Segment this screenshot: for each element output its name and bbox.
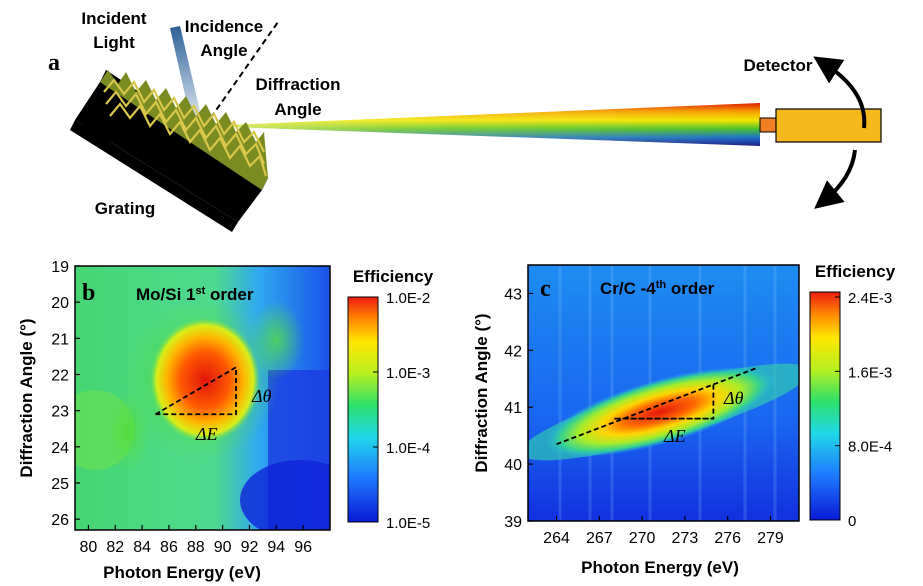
panel-b-xtick-label: 94: [267, 539, 285, 556]
panel-c-colorbar-tick-label: 0: [848, 513, 856, 530]
panel-b-xtick-label: 88: [187, 539, 205, 556]
detector-rotate-arrow-down: [814, 149, 857, 209]
detector-rotate-arrow-up: [813, 56, 867, 129]
panel-b-frame: [74, 265, 331, 531]
panel-b-xtick-label: 84: [133, 539, 151, 556]
panel-b-delta-triangle: [155, 365, 237, 416]
panel-c-xtick-label: 267: [586, 530, 613, 547]
panel-b-heatmap: 80 82 84 86 88 90 92 94 96 19 20 21 22 23 24 25 26 b Mo/…: [17, 259, 434, 582]
panel-b-colorbar-tick-label: 1.0E-5: [386, 515, 430, 532]
panel-b-colorbar-tick-label: 1.0E-2: [386, 290, 430, 307]
panel-b-colorbar-ticks: 1.0E-2 1.0E-3 1.0E-4 1.0E-5: [373, 290, 430, 532]
panel-b-ytick-label: 20: [51, 295, 69, 312]
grating-normal-line: [204, 21, 279, 127]
panel-c-ytick-label: 40: [504, 457, 522, 474]
panel-c-heatmap: 264 267 270 273 276 279 39 40 41 42 43 c Cr/C -4th…: [472, 262, 896, 577]
panel-a-letter: a: [48, 50, 60, 76]
panel-c-ylabel: Diffraction Angle (°): [472, 313, 491, 472]
panel-b-delta-theta: Δθ: [251, 386, 272, 406]
panel-c-ytick-label: 42: [504, 343, 522, 360]
panel-b-xtick-label: 90: [214, 539, 232, 556]
panel-c-letter: c: [540, 276, 551, 302]
panel-c-delta-theta: Δθ: [723, 388, 744, 408]
panel-b-ytick-label: 25: [51, 476, 69, 493]
panel-c-frame: [527, 264, 800, 522]
panel-c-xtick-label: 264: [543, 530, 570, 547]
panel-b-order-label: Mo/Si 1st order: [136, 285, 254, 304]
panel-b-ytick-label: 19: [51, 259, 69, 276]
incidence-angle-label-line1: Incidence: [185, 17, 263, 36]
panel-b-ytick-label: 21: [51, 331, 69, 348]
panel-b-plot-area: [75, 266, 330, 530]
panel-c-xtick-label: 276: [714, 530, 741, 547]
panel-b-xtick-label: 96: [294, 539, 312, 556]
panel-c-axis-ticks: 264 267 270 273 276 279 39 40 41 42 43: [504, 286, 784, 547]
diffraction-angle-label-line1: Diffraction: [256, 75, 341, 94]
diffraction-angle-label-line2: Angle: [274, 100, 321, 119]
panel-c-colorbar-tick-label: 1.6E-3: [848, 364, 892, 381]
incident-light-label-line2: Light: [93, 33, 135, 52]
panel-b-ytick-label: 26: [51, 512, 69, 529]
panel-c-colorbar-tick-label: 2.4E-3: [848, 290, 892, 307]
panel-b-ytick-label: 23: [51, 404, 69, 421]
panel-b-ylabel: Diffraction Angle (°): [17, 318, 36, 477]
panel-c-colorbar: [809, 291, 841, 521]
panel-b-colorbar-tick-label: 1.0E-4: [386, 440, 430, 457]
panel-b-ytick-label: 22: [51, 367, 69, 384]
panel-b-colorbar-tick-label: 1.0E-3: [386, 365, 430, 382]
panel-c-colorbar-tick-label: 8.0E-4: [848, 439, 892, 456]
panel-b-axis-ticks: 80 82 84 86 88 90 92 94 96 19 20 21 22 23 24 25 26: [51, 259, 312, 556]
incident-light-beam: [170, 26, 203, 126]
panel-b-xtick-label: 86: [160, 539, 178, 556]
panel-c-colorbar-ticks: 2.4E-3 1.6E-3 8.0E-4 0: [835, 290, 892, 530]
panel-b-xtick-label: 92: [241, 539, 259, 556]
panel-c-xtick-label: 279: [757, 530, 784, 547]
panel-c-ytick-label: 39: [504, 514, 522, 531]
panel-b-xtick-label: 82: [106, 539, 124, 556]
incidence-angle-label-line2: Angle: [200, 41, 247, 60]
panel-c-delta-triangle: [556, 383, 715, 446]
detector-label: Detector: [744, 56, 813, 75]
panel-c-plot-area: [528, 265, 799, 521]
panel-b-letter: b: [82, 280, 95, 306]
panel-b-colorbar: [347, 296, 379, 523]
panel-c-ytick-label: 41: [504, 400, 522, 417]
panel-c-xlabel: Photon Energy (eV): [581, 558, 739, 577]
panel-c-colorbar-title: Efficiency: [815, 262, 896, 281]
panel-c-xtick-label: 270: [629, 530, 656, 547]
panel-c-order-label: Cr/C -4th order: [600, 279, 715, 298]
panel-b-delta-e: ΔE: [195, 424, 218, 444]
grating-icon: [70, 70, 268, 232]
beam-white-core: [205, 103, 760, 146]
panel-a-schematic: a Incident Light Incidence A: [48, 9, 882, 232]
panel-b-ytick-label: 24: [51, 440, 69, 457]
panel-b-xtick-label: 80: [80, 539, 98, 556]
grating-label: Grating: [95, 199, 155, 218]
incident-light-label-line1: Incident: [81, 9, 147, 28]
panel-b-xlabel: Photon Energy (eV): [103, 563, 261, 582]
panel-b-colorbar-title: Efficiency: [353, 267, 434, 286]
panel-c-ytick-label: 43: [504, 286, 522, 303]
panel-c-xtick-label: 273: [672, 530, 699, 547]
panel-c-delta-e: ΔE: [663, 426, 686, 446]
